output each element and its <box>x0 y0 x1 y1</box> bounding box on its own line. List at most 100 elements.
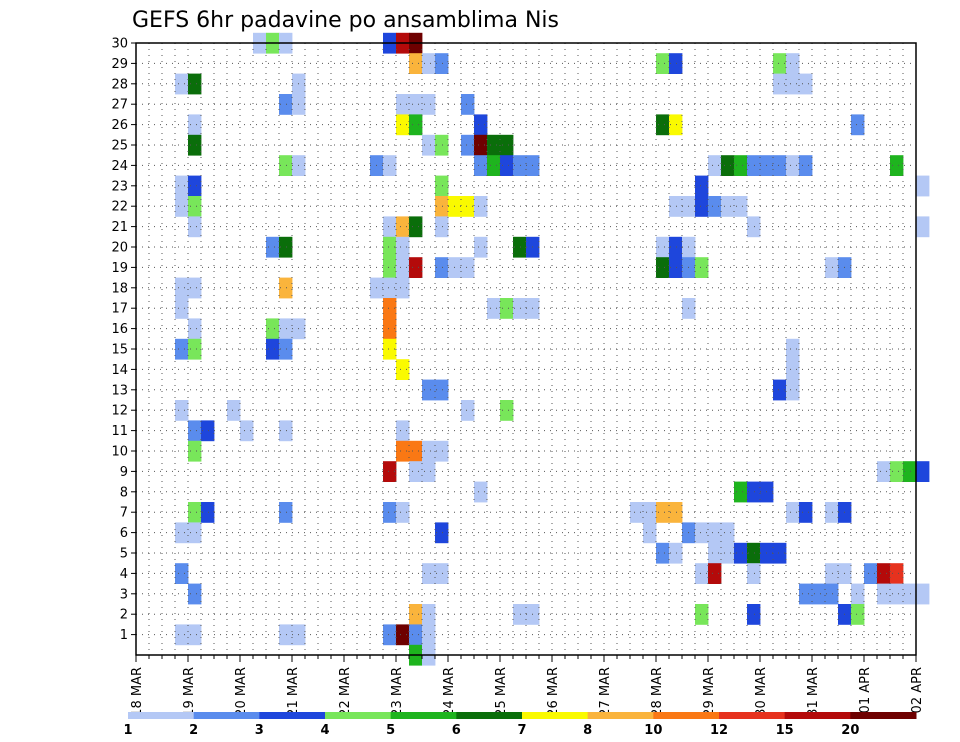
x-tick-label: 31 MAR <box>806 667 821 717</box>
heatmap-cell <box>812 583 826 605</box>
heatmap-cell <box>383 624 397 646</box>
heatmap-cell <box>903 583 917 605</box>
heatmap-cell <box>396 420 410 442</box>
heatmap-cell <box>435 175 449 197</box>
y-tick-label: 1 <box>120 628 128 643</box>
heatmap-cell <box>825 583 839 605</box>
heatmap-cell <box>422 563 436 584</box>
heatmap-cell <box>799 502 813 523</box>
heatmap-cell <box>643 502 657 523</box>
y-tick-label: 8 <box>120 485 128 500</box>
x-tick-label: 20 MAR <box>234 667 249 717</box>
heatmap-cell <box>188 338 202 360</box>
y-tick-label: 30 <box>111 37 128 52</box>
heatmap-cell <box>500 155 514 176</box>
heatmap-cell <box>461 400 475 421</box>
heatmap-cell <box>851 604 865 625</box>
heatmap-cell <box>279 155 293 176</box>
heatmap-cell <box>279 420 293 442</box>
heatmap-cell <box>656 236 670 258</box>
colorbar-label: 6 <box>452 723 461 738</box>
heatmap-cell <box>422 461 436 482</box>
heatmap-cells <box>175 32 930 666</box>
x-tick-label: 18 MAR <box>130 667 145 717</box>
x-tick-label: 28 MAR <box>650 667 665 717</box>
heatmap-cell <box>188 175 202 197</box>
heatmap-cell <box>188 624 202 646</box>
heatmap-cell <box>656 502 670 523</box>
heatmap-cell <box>188 216 202 238</box>
heatmap-cell <box>656 53 670 74</box>
heatmap-cell <box>500 400 514 421</box>
heatmap-cell <box>734 155 748 176</box>
colorbar-label: 5 <box>386 723 395 738</box>
heatmap-cell <box>903 461 917 482</box>
y-tick-label: 6 <box>120 526 128 541</box>
heatmap-cell <box>461 94 475 115</box>
y-tick-label: 12 <box>111 404 128 419</box>
heatmap-cell <box>422 440 436 462</box>
heatmap-cell <box>188 134 202 156</box>
heatmap-cell <box>266 318 280 340</box>
y-tick-label: 19 <box>111 261 128 276</box>
heatmap-cell <box>383 298 397 319</box>
heatmap-cell <box>227 400 241 421</box>
heatmap-cell <box>773 542 787 564</box>
y-tick-label: 26 <box>111 118 128 133</box>
heatmap-cell <box>773 379 787 401</box>
heatmap-cell <box>188 502 202 523</box>
heatmap-cell <box>747 155 761 176</box>
heatmap-cell <box>396 114 410 136</box>
heatmap-cell <box>669 502 683 523</box>
y-tick-label: 22 <box>111 200 128 215</box>
heatmap-cell <box>396 440 410 462</box>
heatmap-cell <box>916 175 930 197</box>
heatmap-cell <box>474 236 488 258</box>
heatmap-cell <box>422 624 436 646</box>
heatmap-cell <box>916 216 930 238</box>
heatmap-cell <box>669 257 683 278</box>
heatmap-cell <box>747 481 761 503</box>
heatmap-cell <box>786 379 800 401</box>
colorbar-label: 3 <box>255 723 264 738</box>
heatmap-cell <box>409 53 423 74</box>
colorbar-label: 10 <box>644 723 662 738</box>
heatmap-cell <box>786 73 800 95</box>
heatmap-cell <box>383 155 397 176</box>
heatmap-cell <box>383 502 397 523</box>
heatmap-cell <box>695 175 709 197</box>
heatmap-cell <box>279 502 293 523</box>
heatmap-cell <box>383 461 397 482</box>
colorbar-label: 8 <box>583 723 592 738</box>
heatmap-cell <box>422 379 436 401</box>
heatmap-cell <box>435 522 449 544</box>
heatmap-cell <box>656 257 670 278</box>
heatmap-cell <box>851 583 865 605</box>
heatmap-cell <box>721 542 735 564</box>
heatmap-cell <box>201 502 215 523</box>
heatmap-cell <box>513 236 527 258</box>
heatmap-cell <box>825 502 839 523</box>
heatmap-cell <box>435 440 449 462</box>
colorbar-swatch <box>259 712 326 719</box>
heatmap-cell <box>487 134 501 156</box>
heatmap-cell <box>461 257 475 278</box>
x-tick-label: 21 MAR <box>286 667 301 717</box>
heatmap-cell <box>422 604 436 625</box>
heatmap-cell <box>669 196 683 217</box>
heatmap-cell <box>669 114 683 136</box>
colorbar-label: 7 <box>517 723 526 738</box>
colorbar-swatch <box>193 712 260 719</box>
heatmap-cell <box>461 134 475 156</box>
heatmap-cell <box>500 134 514 156</box>
heatmap-cell <box>279 338 293 360</box>
y-tick-label: 17 <box>111 302 128 317</box>
heatmap-cell <box>279 236 293 258</box>
heatmap-cell <box>734 481 748 503</box>
heatmap-cell <box>188 73 202 95</box>
y-tick-label: 24 <box>111 159 128 174</box>
heatmap-cell <box>175 277 189 299</box>
heatmap-cell <box>188 583 202 605</box>
y-tick-label: 9 <box>120 465 128 480</box>
heatmap-cell <box>721 196 735 217</box>
